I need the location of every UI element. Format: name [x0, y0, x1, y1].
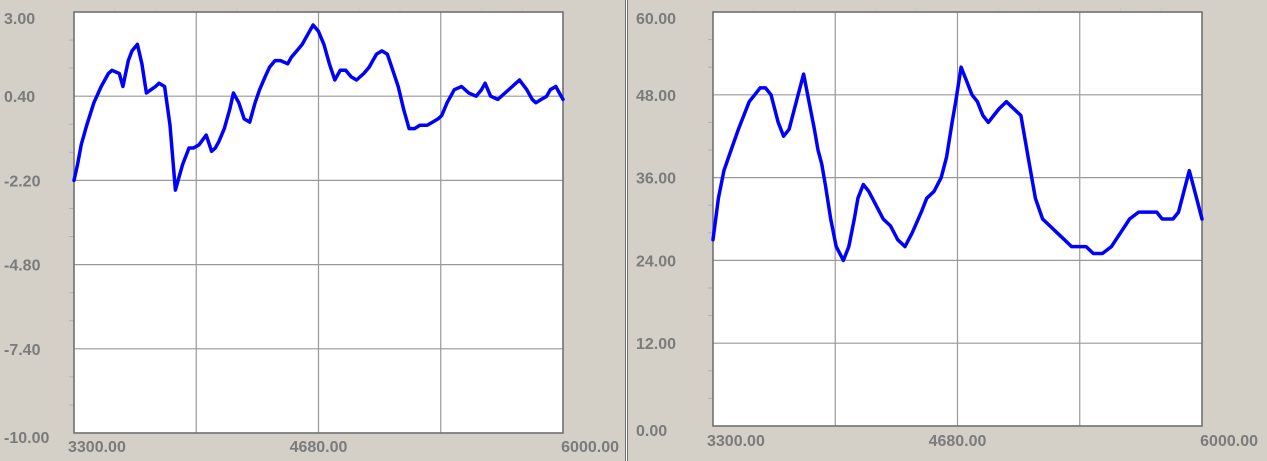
y-tick-label: -7.40: [4, 342, 41, 359]
y-tick-label: 36.00: [636, 171, 676, 188]
y-tick-label: -10.00: [4, 430, 49, 447]
chart-2: 60.00 48.00 36.00 24.00 12.00 0.00 3300.00 4680…: [636, 8, 1258, 450]
series-line: [711, 65, 1204, 263]
y-tick-label: -4.80: [4, 258, 41, 275]
plot-frame: [73, 11, 564, 434]
y-tick-label: -2.20: [4, 173, 41, 190]
y-tick-label: 60.00: [636, 11, 676, 28]
panel-divider: [625, 0, 628, 461]
x-tick-label: 6000.00: [561, 439, 619, 456]
x-tick-label: 6000.00: [1200, 433, 1258, 450]
chart-1: 3.00 0.40 -2.20 -4.80 -7.40 -10.00 3300.00 4680…: [4, 8, 619, 456]
y-tick-label: 0.40: [4, 89, 35, 106]
y-tick-label: 24.00: [636, 253, 676, 270]
y-tick-label: 12.00: [636, 336, 676, 353]
series-line: [72, 23, 565, 192]
x-tick-label: 3300.00: [68, 439, 126, 456]
x-tick-label: 3300.00: [707, 433, 765, 450]
x-tick-label: 4680.00: [929, 433, 987, 450]
y-tick-label: 0.00: [636, 423, 667, 440]
y-tick-label: 3.00: [4, 11, 35, 28]
x-tick-label: 4680.00: [290, 439, 348, 456]
y-tick-label: 48.00: [636, 88, 676, 105]
